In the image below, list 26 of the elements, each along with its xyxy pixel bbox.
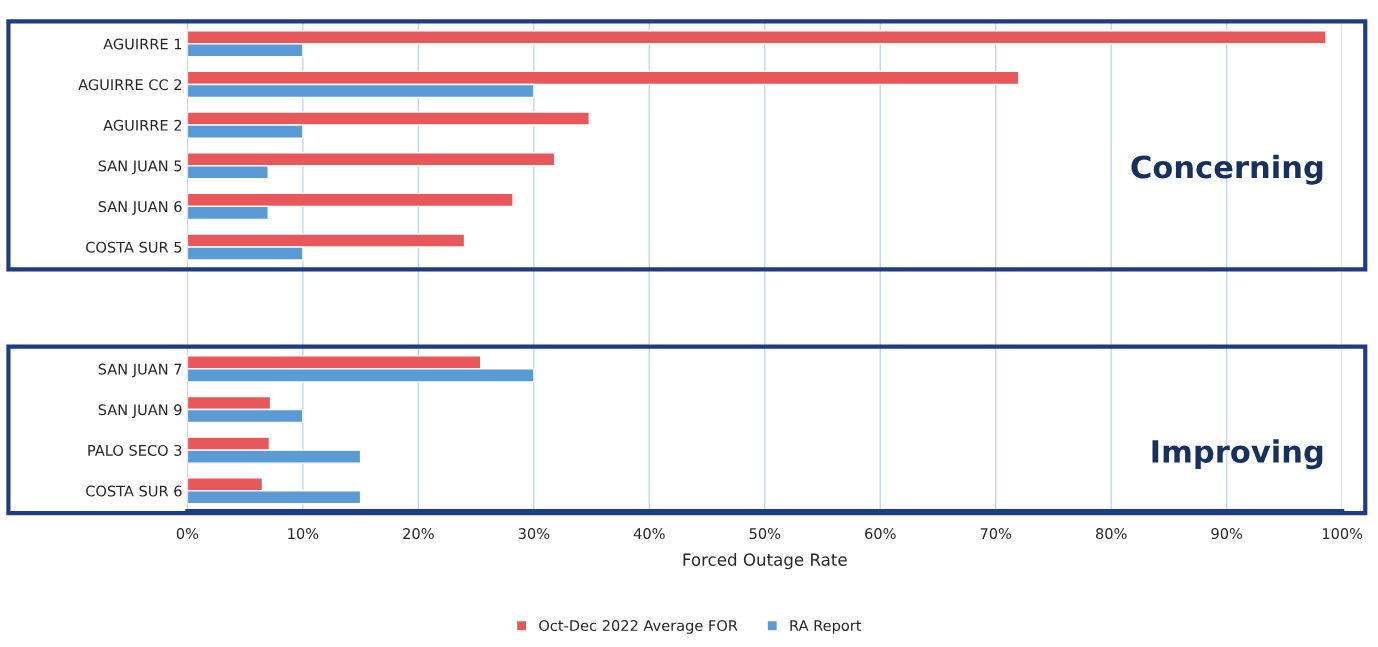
y-tick-label: SAN JUAN 9 xyxy=(98,404,182,418)
y-tick-label: SAN JUAN 6 xyxy=(98,201,182,215)
x-tick-label: 10% xyxy=(288,528,319,540)
x-tick-label: 0% xyxy=(176,528,199,540)
x-tick-label: 50% xyxy=(749,528,781,540)
x-tick-label: 30% xyxy=(518,528,550,540)
y-tick-label: PALO SECO 3 xyxy=(88,444,182,456)
y-tick-label: COSTA SUR 5 xyxy=(86,241,182,253)
x-axis-title: Forced Outage Rate xyxy=(683,553,847,570)
x-tick-label: 80% xyxy=(1096,528,1127,540)
annotation: Improving xyxy=(1152,439,1323,470)
annotation: Concerning xyxy=(1131,154,1323,185)
x-tick-label: 60% xyxy=(865,528,896,540)
y-tick-label: COSTA SUR 6 xyxy=(86,485,182,497)
x-tick-label: 90% xyxy=(1211,528,1243,540)
x-tick-label: 100% xyxy=(1322,528,1363,540)
x-tick-label: 40% xyxy=(633,528,665,540)
y-tick-label: AGUIRRE 1 xyxy=(103,38,182,50)
x-tick-label: 20% xyxy=(403,528,434,540)
y-tick-label: SAN JUAN 5 xyxy=(98,160,182,175)
y-tick-label: SAN JUAN 7 xyxy=(98,363,182,378)
y-tick-label: AGUIRRE 2 xyxy=(103,119,182,131)
y-tick-label: AGUIRRE CC 2 xyxy=(78,79,182,91)
legend-label: RA Report xyxy=(790,620,862,634)
legend-label: Oct-Dec 2022 Average FOR xyxy=(539,620,738,634)
x-tick-label: 70% xyxy=(980,528,1012,540)
